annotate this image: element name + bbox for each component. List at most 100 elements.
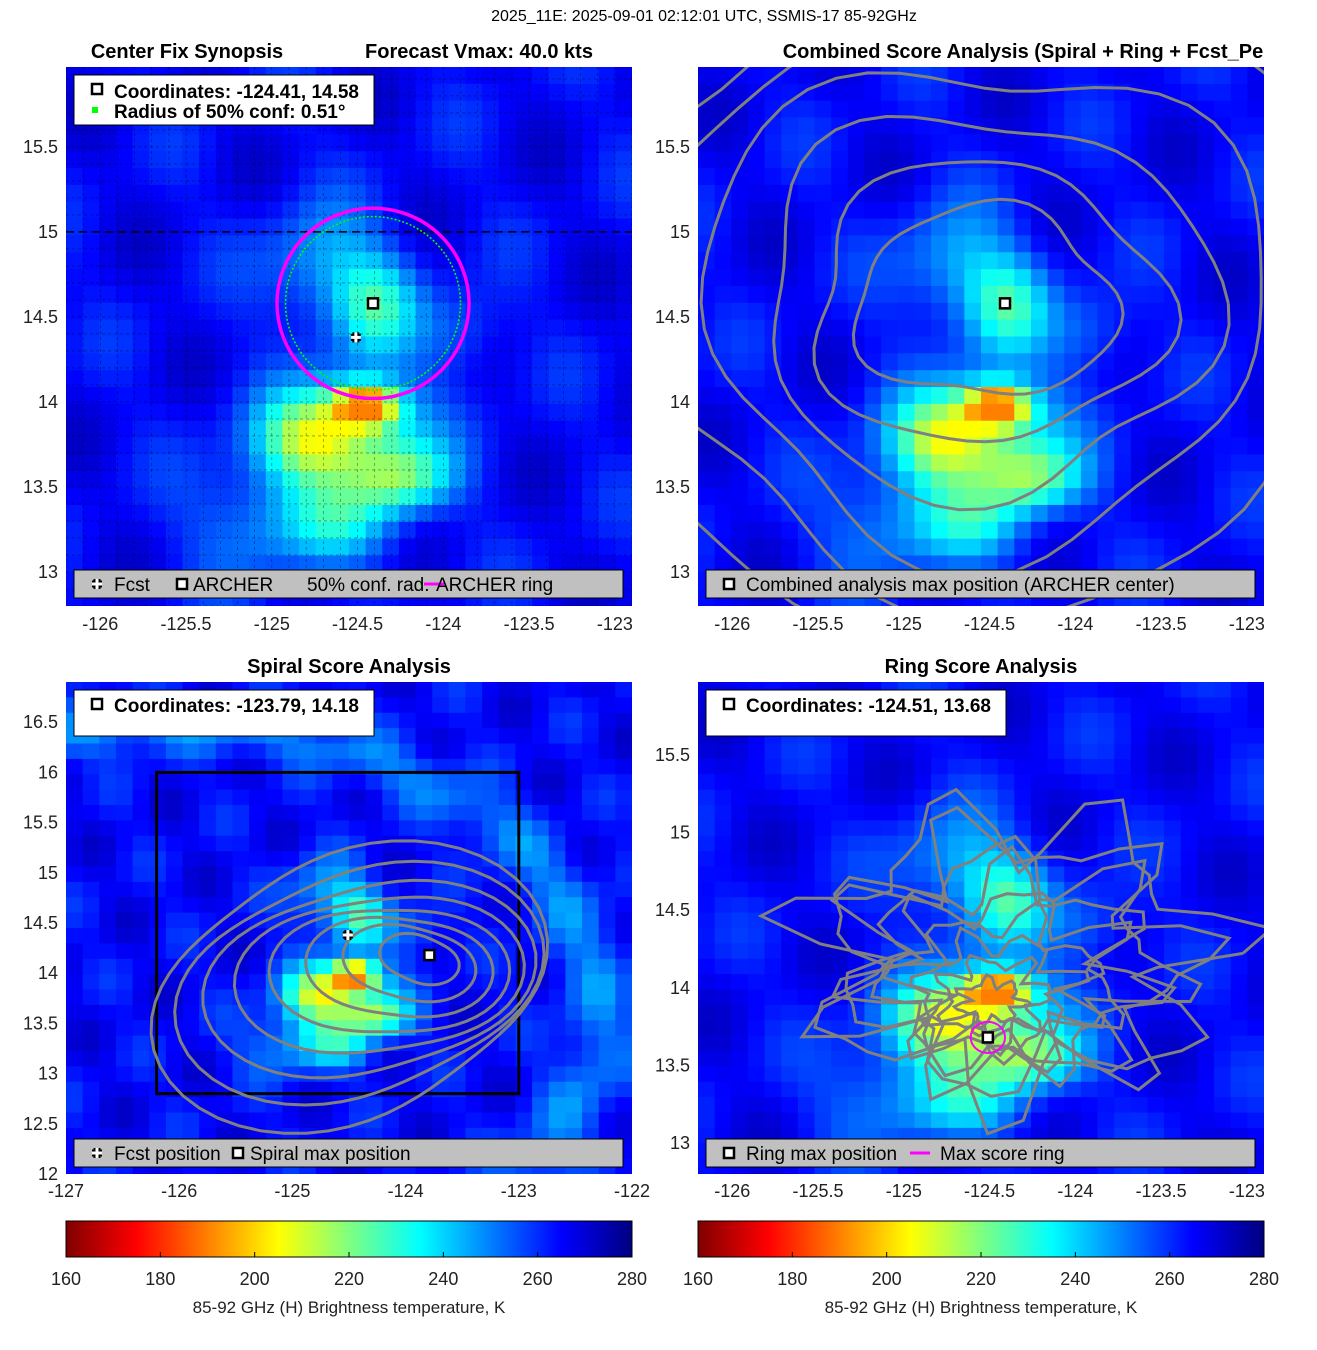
heatmap-cell [215,269,234,287]
heatmap-cell [332,319,350,338]
heatmap-cell [99,285,117,304]
heatmap-cell [99,134,117,152]
heatmap-cell [1130,269,1149,287]
heatmap-cell [465,789,483,806]
heatmap-cell [714,743,732,760]
heatmap-cell [115,319,134,338]
heatmap-cell [332,134,350,152]
heatmap-cell [1047,881,1065,898]
heatmap-cell [814,1097,832,1114]
heatmap-cell [1064,774,1082,791]
heatmap-cell [1097,555,1115,573]
heatmap-cell [532,269,550,287]
heatmap-cell [249,168,267,186]
heatmap-cell [415,682,433,698]
heatmap-cell [598,989,616,1006]
heatmap-cell [1197,743,1215,760]
heatmap-cell [548,881,567,898]
heatmap-cell [714,218,732,237]
heatmap-cell [315,521,333,540]
heatmap-cell [99,820,117,837]
legend-ring-max: Ring max position [746,1144,897,1165]
heatmap-cell [82,1097,100,1114]
heatmap-cell [582,712,600,729]
heatmap-cell [465,488,483,506]
heatmap-cell [465,805,483,821]
heatmap-cell [249,1066,267,1083]
heatmap-cell [199,743,217,760]
heatmap-cell [1080,285,1099,304]
heatmap-cell [115,471,134,489]
heatmap-cell [714,820,732,837]
heatmap-cell [398,504,417,523]
heatmap-cell [797,387,816,405]
heatmap-cell [964,555,982,573]
heatmap-cell [615,151,632,169]
heatmap-cell [1247,538,1264,557]
heatmap-cell [847,201,866,220]
heatmap-cell [82,1112,100,1129]
heatmap-cell [698,370,716,388]
heatmap-cell [1030,538,1049,557]
heatmap-cell [482,100,500,119]
heatmap-cell [532,989,550,1006]
heatmap-cell [299,319,317,338]
heatmap-cell [615,1020,632,1037]
heatmap-cell [897,471,916,489]
heatmap-cell [115,538,134,557]
heatmap-cell [781,134,799,152]
heatmap-cell [931,83,949,102]
heatmap-cell [432,437,450,455]
heatmap-cell [215,1051,234,1067]
heatmap-cell [747,820,766,837]
heatmap-cell [1164,943,1182,960]
heatmap-cell [1030,504,1049,523]
heatmap-cell [249,974,267,991]
heatmap-cell [881,1066,899,1083]
heatmap-cell [215,538,234,557]
heatmap-cell [1097,319,1115,338]
heatmap-cell [981,420,999,439]
heatmap-cell [249,302,267,321]
heatmap-cell [582,758,600,775]
heatmap-cell [1080,100,1099,119]
heatmap-cell [132,151,150,169]
heatmap-cell [1130,820,1149,837]
heatmap-cell [964,774,982,791]
colorbar-tick-label: 220 [966,1269,996,1289]
heatmap-cell [797,67,816,85]
heatmap-cell [99,974,117,991]
heatmap-cell [199,403,217,422]
heatmap-cell [548,83,567,102]
heatmap-cell [182,319,200,338]
heatmap-cell [698,1097,716,1114]
heatmap-cell [698,555,716,573]
heatmap-cell [831,184,849,203]
heatmap-cell [532,682,550,698]
heatmap-cell [149,302,167,321]
heatmap-cell [1014,504,1032,523]
heatmap-cell [299,805,317,821]
heatmap-cell [465,682,483,698]
ring-contour [757,787,1264,1136]
heatmap-cell [747,302,766,321]
heatmap-cell [82,928,100,944]
heatmap-cell [149,269,167,287]
heatmap-cell [914,83,932,102]
heatmap-cell [615,100,632,119]
heatmap-cell [548,728,567,745]
heatmap-cell [532,471,550,489]
heatmap-cell [764,820,782,837]
heatmap-cell [1247,168,1264,186]
heatmap-cell [182,403,200,422]
heatmap-cell [1197,1081,1215,1098]
heatmap-cell [182,789,200,806]
heatmap-cell [1247,682,1264,698]
heatmap-cell [797,252,816,270]
heatmap-cell [382,1051,400,1067]
heatmap-cell [1180,743,1199,760]
heatmap-cell [465,336,483,354]
heatmap-cell [881,1081,899,1098]
heatmap-cell [864,235,882,253]
heatmap-cell [432,336,450,354]
